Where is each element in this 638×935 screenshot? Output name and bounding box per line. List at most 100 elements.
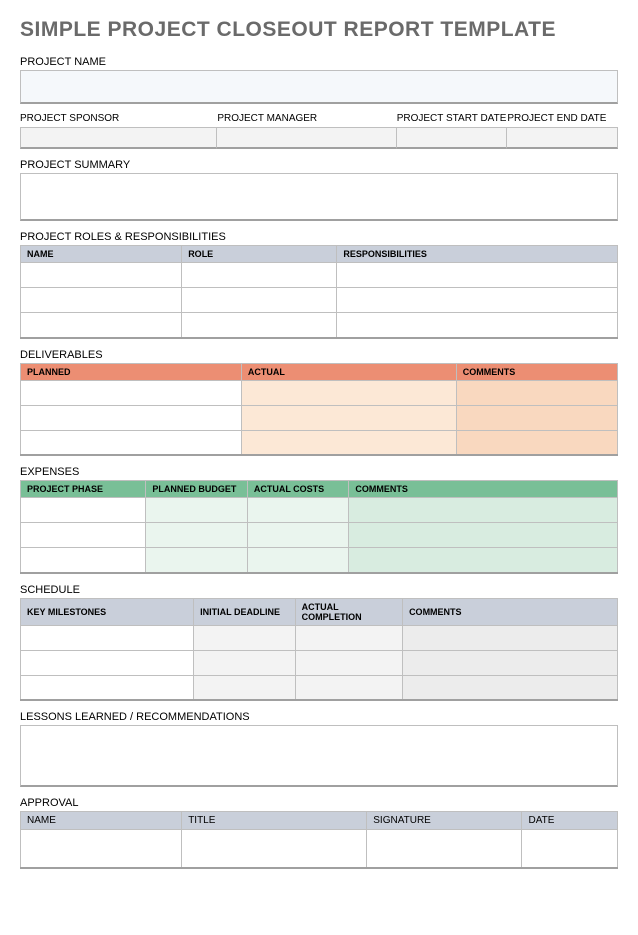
- approval-table: NAMETITLESIGNATUREDATE: [20, 811, 618, 869]
- lessons-input[interactable]: [20, 725, 618, 787]
- table-cell[interactable]: [146, 498, 247, 523]
- deliverables-label: DELIVERABLES: [20, 349, 618, 361]
- table-header: COMMENTS: [456, 363, 617, 380]
- table-cell[interactable]: [21, 625, 194, 650]
- table-cell[interactable]: [241, 405, 456, 430]
- table-cell[interactable]: [349, 498, 618, 523]
- table-header: DATE: [522, 812, 618, 830]
- roles-label: PROJECT ROLES & RESPONSIBILITIES: [20, 231, 618, 243]
- table-header: KEY MILESTONES: [21, 598, 194, 625]
- roles-table: NAMEROLERESPONSIBILITIES: [20, 245, 618, 339]
- table-cell[interactable]: [403, 650, 618, 675]
- table-row: [21, 625, 618, 650]
- table-cell[interactable]: [349, 548, 618, 573]
- table-cell[interactable]: [194, 675, 295, 700]
- table-cell[interactable]: [403, 625, 618, 650]
- table-cell[interactable]: [295, 625, 402, 650]
- table-cell[interactable]: [21, 523, 146, 548]
- table-header: RESPONSIBILITIES: [337, 246, 618, 263]
- project-summary-label: PROJECT SUMMARY: [20, 159, 618, 171]
- table-cell[interactable]: [182, 830, 367, 868]
- table-header: ROLE: [182, 246, 337, 263]
- table-cell[interactable]: [349, 523, 618, 548]
- deliverables-table: PLANNEDACTUALCOMMENTS: [20, 363, 618, 457]
- table-cell[interactable]: [182, 263, 337, 288]
- table-cell[interactable]: [21, 650, 194, 675]
- table-cell[interactable]: [21, 313, 182, 338]
- table-cell[interactable]: [194, 625, 295, 650]
- table-header: COMMENTS: [349, 481, 618, 498]
- meta-col: PROJECT START DATE: [397, 110, 508, 149]
- table-row: [21, 313, 618, 338]
- table-cell[interactable]: [21, 405, 242, 430]
- table-header: ACTUAL COSTS: [247, 481, 348, 498]
- table-cell[interactable]: [21, 675, 194, 700]
- meta-label: PROJECT MANAGER: [217, 110, 396, 127]
- meta-label: PROJECT SPONSOR: [20, 110, 217, 127]
- meta-input[interactable]: [217, 127, 396, 149]
- table-cell[interactable]: [247, 498, 348, 523]
- expenses-label: EXPENSES: [20, 466, 618, 478]
- table-row: [21, 675, 618, 700]
- table-header: ACTUAL COMPLETION: [295, 598, 402, 625]
- table-cell[interactable]: [21, 430, 242, 455]
- table-cell[interactable]: [21, 548, 146, 573]
- lessons-label: LESSONS LEARNED / RECOMMENDATIONS: [20, 711, 618, 723]
- meta-row: PROJECT SPONSORPROJECT MANAGERPROJECT ST…: [20, 110, 618, 149]
- table-header: ACTUAL: [241, 363, 456, 380]
- table-cell[interactable]: [456, 380, 617, 405]
- table-header: SIGNATURE: [367, 812, 522, 830]
- meta-col: PROJECT END DATE: [507, 110, 618, 149]
- schedule-label: SCHEDULE: [20, 584, 618, 596]
- table-cell[interactable]: [21, 380, 242, 405]
- approval-label: APPROVAL: [20, 797, 618, 809]
- table-header: PLANNED BUDGET: [146, 481, 247, 498]
- table-cell[interactable]: [182, 313, 337, 338]
- table-cell[interactable]: [241, 430, 456, 455]
- project-name-input[interactable]: [20, 70, 618, 104]
- meta-input[interactable]: [397, 127, 508, 149]
- table-cell[interactable]: [21, 288, 182, 313]
- expenses-table: PROJECT PHASEPLANNED BUDGETACTUAL COSTSC…: [20, 480, 618, 574]
- table-cell[interactable]: [337, 263, 618, 288]
- table-row: [21, 523, 618, 548]
- table-cell[interactable]: [194, 650, 295, 675]
- table-header: PLANNED: [21, 363, 242, 380]
- meta-label: PROJECT START DATE: [397, 110, 508, 127]
- table-cell[interactable]: [337, 313, 618, 338]
- table-cell[interactable]: [21, 830, 182, 868]
- meta-label: PROJECT END DATE: [507, 110, 618, 127]
- table-cell[interactable]: [337, 288, 618, 313]
- table-cell[interactable]: [456, 405, 617, 430]
- meta-col: PROJECT SPONSOR: [20, 110, 217, 149]
- table-row: [21, 650, 618, 675]
- page-title: SIMPLE PROJECT CLOSEOUT REPORT TEMPLATE: [20, 18, 618, 42]
- meta-input[interactable]: [20, 127, 217, 149]
- table-header: PROJECT PHASE: [21, 481, 146, 498]
- table-cell[interactable]: [182, 288, 337, 313]
- table-cell[interactable]: [522, 830, 618, 868]
- table-row: [21, 288, 618, 313]
- table-cell[interactable]: [247, 548, 348, 573]
- table-cell[interactable]: [241, 380, 456, 405]
- project-summary-input[interactable]: [20, 173, 618, 221]
- table-cell[interactable]: [146, 523, 247, 548]
- schedule-table: KEY MILESTONESINITIAL DEADLINEACTUAL COM…: [20, 598, 618, 702]
- table-cell[interactable]: [146, 548, 247, 573]
- table-cell[interactable]: [21, 498, 146, 523]
- table-header: NAME: [21, 812, 182, 830]
- table-cell[interactable]: [21, 263, 182, 288]
- table-cell[interactable]: [367, 830, 522, 868]
- table-cell[interactable]: [403, 675, 618, 700]
- table-cell[interactable]: [247, 523, 348, 548]
- table-header: INITIAL DEADLINE: [194, 598, 295, 625]
- table-row: [21, 430, 618, 455]
- table-row: [21, 380, 618, 405]
- table-row: [21, 263, 618, 288]
- table-row: [21, 548, 618, 573]
- table-cell[interactable]: [295, 675, 402, 700]
- table-cell[interactable]: [295, 650, 402, 675]
- table-header: NAME: [21, 246, 182, 263]
- table-cell[interactable]: [456, 430, 617, 455]
- meta-input[interactable]: [507, 127, 618, 149]
